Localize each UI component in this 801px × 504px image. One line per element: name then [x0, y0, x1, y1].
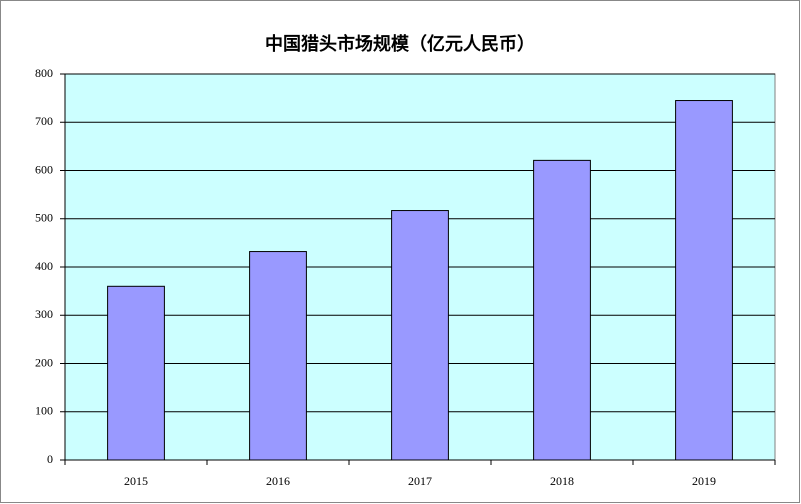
y-tick-label: 700 — [35, 114, 53, 128]
bar — [391, 210, 449, 461]
chart-title: 中国猎头市场规模（亿元人民币） — [265, 33, 535, 55]
bar — [533, 159, 591, 461]
bar — [675, 100, 733, 461]
y-tick-label: 200 — [35, 355, 53, 369]
x-tick-label: 2017 — [408, 474, 432, 488]
bar — [107, 285, 165, 461]
bar — [249, 251, 307, 461]
x-tick-label: 2015 — [124, 474, 148, 488]
x-tick-label: 2018 — [550, 474, 574, 488]
x-tick-label: 2016 — [266, 474, 290, 488]
y-tick-label: 600 — [35, 162, 53, 176]
y-tick-label: 100 — [35, 404, 53, 418]
x-tick-label: 2019 — [692, 474, 716, 488]
y-tick-label: 800 — [35, 66, 53, 80]
y-tick-label: 0 — [47, 452, 53, 466]
y-tick-label: 500 — [35, 211, 53, 225]
y-tick-label: 400 — [35, 259, 53, 273]
y-tick-label: 300 — [35, 307, 53, 321]
